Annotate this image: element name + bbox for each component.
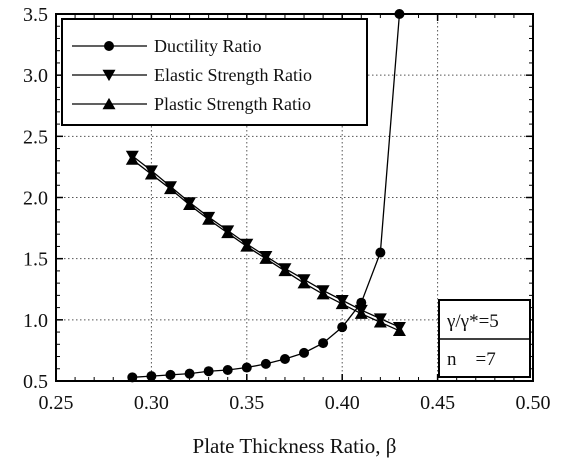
data-point xyxy=(184,368,195,379)
legend-entry: Ductility Ratio xyxy=(72,36,262,56)
data-point xyxy=(144,168,158,180)
data-point xyxy=(183,198,197,211)
legend-entry: Plastic Strength Ratio xyxy=(72,94,311,114)
data-point xyxy=(127,372,138,383)
legend-label: Elastic Strength Ratio xyxy=(154,65,312,85)
data-point xyxy=(125,153,139,165)
plot-frame xyxy=(55,13,534,382)
data-point xyxy=(318,338,329,349)
data-point xyxy=(222,364,233,375)
legend-marker xyxy=(104,41,114,51)
x-tick-label: 0.45 xyxy=(420,392,455,414)
data-point xyxy=(299,347,310,358)
data-point xyxy=(259,252,273,264)
data-point xyxy=(335,297,349,310)
series-1 xyxy=(125,150,406,334)
tick-labels: 0.25 0.30 0.35 0.40 0.45 0.50 0.5 1.0 1.5 2.0 2.5 3… xyxy=(23,4,551,414)
series-2 xyxy=(125,153,406,337)
annotation-gamma-ratio: γ/γ*=5 xyxy=(446,311,499,332)
data-point xyxy=(279,353,290,364)
data-point xyxy=(240,240,254,252)
parameter-annotation: γ/γ*=5 n =7 xyxy=(438,299,531,378)
data-point xyxy=(392,324,406,337)
data-point xyxy=(316,287,330,300)
data-point xyxy=(337,322,348,333)
y-tick-label: 0.5 xyxy=(23,371,48,393)
data-point xyxy=(241,362,252,373)
annotation-n-value: n =7 xyxy=(447,349,496,370)
y-tick-label: 3.5 xyxy=(23,4,48,26)
data-point xyxy=(163,182,177,195)
data-point xyxy=(203,366,214,377)
data-point xyxy=(260,358,271,369)
legend-label: Ductility Ratio xyxy=(154,36,262,56)
data-point xyxy=(221,226,235,239)
data-point xyxy=(165,369,176,380)
x-axis-title: Plate Thickness Ratio, β xyxy=(193,434,397,458)
y-tick-label: 1.5 xyxy=(23,249,48,271)
y-tick-label: 2.0 xyxy=(23,188,48,210)
legend-marker xyxy=(102,97,116,110)
data-point xyxy=(146,371,157,382)
data-point xyxy=(375,247,386,258)
x-tick-label: 0.30 xyxy=(134,392,169,414)
y-tick-label: 3.0 xyxy=(23,65,48,87)
series-lines xyxy=(125,9,406,383)
data-point xyxy=(354,307,368,319)
legend-label: Plastic Strength Ratio xyxy=(154,94,311,114)
y-tick-label: 2.5 xyxy=(23,126,48,148)
x-tick-label: 0.35 xyxy=(229,392,264,414)
legend-entry: Elastic Strength Ratio xyxy=(72,65,312,85)
x-tick-label: 0.25 xyxy=(39,392,74,414)
y-tick-label: 1.0 xyxy=(23,310,48,332)
legend-marker xyxy=(102,69,116,82)
data-point xyxy=(278,264,292,277)
data-point xyxy=(373,316,387,328)
legend: Ductility Ratio Elastic Strength Ratio Pla… xyxy=(61,18,368,126)
x-tick-label: 0.40 xyxy=(325,392,360,414)
data-point xyxy=(297,276,311,289)
x-tick-label: 0.50 xyxy=(516,392,551,414)
data-point xyxy=(202,213,216,225)
